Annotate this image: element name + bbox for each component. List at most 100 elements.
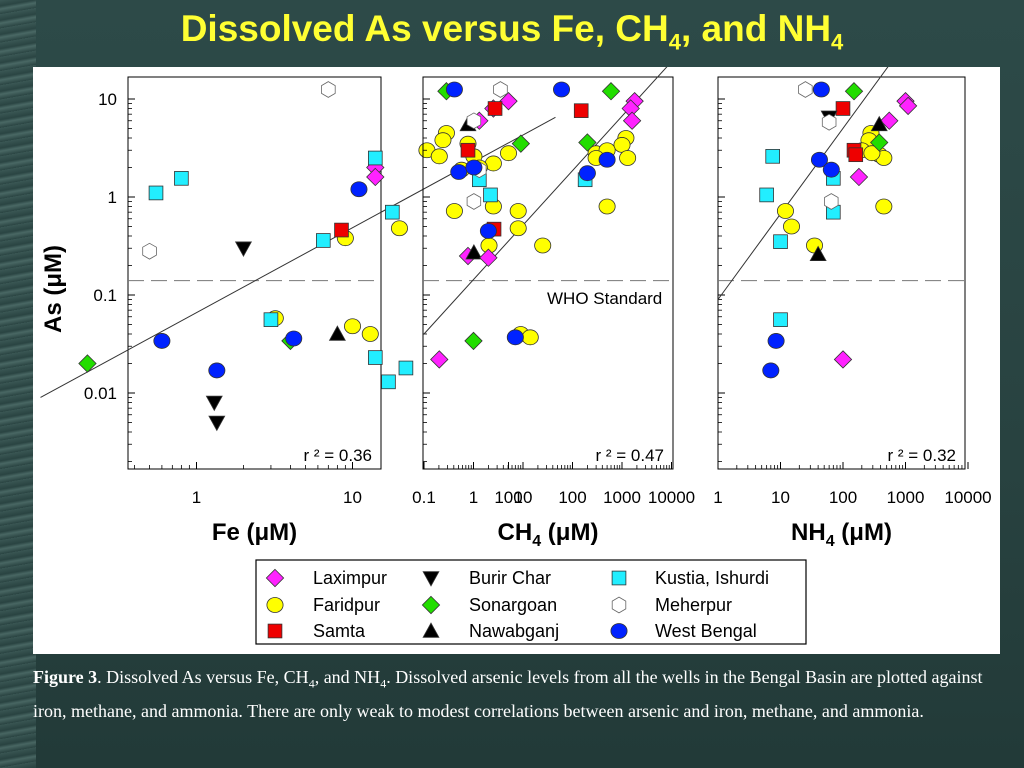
data-point bbox=[316, 233, 331, 248]
data-point bbox=[863, 145, 881, 162]
data-point bbox=[234, 241, 253, 257]
data-point bbox=[465, 159, 483, 176]
caption-sub-2: 4 bbox=[380, 676, 387, 691]
data-point bbox=[622, 111, 642, 130]
caption-part-1: . Dissolved As versus Fe, CH bbox=[97, 667, 309, 687]
data-point bbox=[798, 81, 813, 98]
data-point bbox=[398, 360, 414, 376]
slide-title: Dissolved As versus Fe, CH4, and NH4 bbox=[0, 8, 1024, 55]
data-point bbox=[334, 222, 349, 238]
data-point bbox=[773, 234, 788, 249]
data-point bbox=[521, 329, 539, 346]
data-point bbox=[479, 223, 497, 239]
data-point bbox=[385, 204, 400, 220]
data-point bbox=[445, 81, 463, 98]
x-tick-label: 10000 bbox=[648, 488, 695, 507]
data-point bbox=[767, 333, 785, 349]
data-point bbox=[493, 81, 508, 98]
legend-marker bbox=[422, 622, 440, 638]
x-tick-label: 1000 bbox=[887, 488, 925, 507]
data-point bbox=[466, 193, 482, 210]
data-point bbox=[598, 151, 616, 168]
data-point bbox=[809, 245, 827, 262]
legend-marker bbox=[610, 623, 628, 639]
x-tick-label: 1000 bbox=[603, 488, 641, 507]
legend-marker bbox=[422, 571, 440, 587]
data-point bbox=[499, 91, 518, 111]
data-point bbox=[765, 149, 780, 164]
legend-marker bbox=[421, 595, 441, 615]
data-point bbox=[367, 350, 383, 365]
x-tick-label: 10000 bbox=[944, 488, 991, 507]
legend: Laximpur Faridpur Samta Burir Char Sonargoan… bbox=[255, 559, 807, 645]
data-point bbox=[783, 218, 801, 235]
data-point bbox=[479, 248, 498, 267]
x-tick-label: 1 bbox=[469, 488, 478, 507]
data-point bbox=[812, 81, 830, 98]
legend-label: Nawabganj bbox=[469, 621, 559, 641]
data-point bbox=[848, 147, 864, 163]
data-point bbox=[773, 312, 788, 327]
chart-panel: As (μM) 1 10 100 10 1 0.1 0.01 r ² = 0.36 Fe (μM)… bbox=[33, 67, 1000, 654]
data-point bbox=[499, 145, 517, 162]
data-point bbox=[148, 185, 164, 201]
slide-side-decoration bbox=[0, 0, 36, 768]
caption-part-3: . Dissolved arsenic levels from all the … bbox=[33, 667, 983, 721]
r-squared-label: r ² = 0.36 bbox=[303, 446, 372, 465]
legend-box bbox=[255, 559, 807, 645]
data-point bbox=[350, 181, 368, 198]
title-subscript-2: 4 bbox=[831, 29, 844, 55]
x-tick-label: 100 bbox=[494, 488, 522, 507]
legend-label: Samta bbox=[313, 621, 366, 641]
data-point bbox=[880, 111, 899, 130]
x-tick-label: 100 bbox=[558, 488, 586, 507]
data-point bbox=[875, 198, 893, 215]
data-point bbox=[285, 330, 303, 347]
data-point bbox=[776, 203, 794, 219]
x-tick-label: 1 bbox=[192, 488, 201, 507]
data-point bbox=[601, 82, 621, 101]
r-squared-label: r ² = 0.47 bbox=[595, 446, 664, 465]
data-point bbox=[430, 350, 449, 369]
data-point bbox=[578, 133, 597, 152]
plot-frame bbox=[422, 76, 674, 470]
data-point bbox=[450, 164, 468, 180]
y-tick-label: 10 bbox=[98, 90, 117, 109]
data-point bbox=[844, 82, 864, 101]
data-point bbox=[835, 101, 851, 116]
data-point bbox=[366, 167, 385, 187]
data-point bbox=[509, 203, 527, 219]
legend-marker bbox=[265, 568, 285, 588]
caption-part-2: , and NH bbox=[314, 667, 381, 687]
data-point bbox=[598, 198, 616, 215]
x-tick-label: 10 bbox=[343, 488, 362, 507]
x-tick-label: 0.1 bbox=[412, 488, 436, 507]
legend-label: Laximpur bbox=[313, 568, 387, 588]
data-point bbox=[821, 113, 837, 131]
data-point bbox=[810, 151, 828, 168]
data-point bbox=[833, 350, 853, 369]
data-point bbox=[534, 237, 552, 254]
data-point bbox=[321, 81, 336, 98]
data-point bbox=[464, 331, 483, 351]
data-point bbox=[870, 115, 888, 132]
data-point bbox=[153, 333, 171, 349]
legend-label: Sonargoan bbox=[469, 595, 557, 615]
data-point bbox=[381, 374, 396, 390]
legend-marker bbox=[611, 596, 627, 614]
legend-label: Meherpur bbox=[655, 595, 732, 615]
data-point bbox=[619, 150, 637, 166]
data-point bbox=[762, 362, 780, 379]
data-point bbox=[506, 329, 524, 346]
title-text: Dissolved As versus Fe, CH bbox=[180, 8, 669, 49]
data-point bbox=[78, 354, 97, 373]
who-standard-label: WHO Standard bbox=[547, 289, 662, 308]
data-point bbox=[759, 187, 774, 203]
y-tick-label: 0.1 bbox=[93, 286, 117, 305]
legend-label: Faridpur bbox=[313, 595, 380, 615]
legend-label: West Bengal bbox=[655, 621, 757, 641]
data-point bbox=[174, 171, 189, 186]
data-point bbox=[434, 132, 452, 149]
